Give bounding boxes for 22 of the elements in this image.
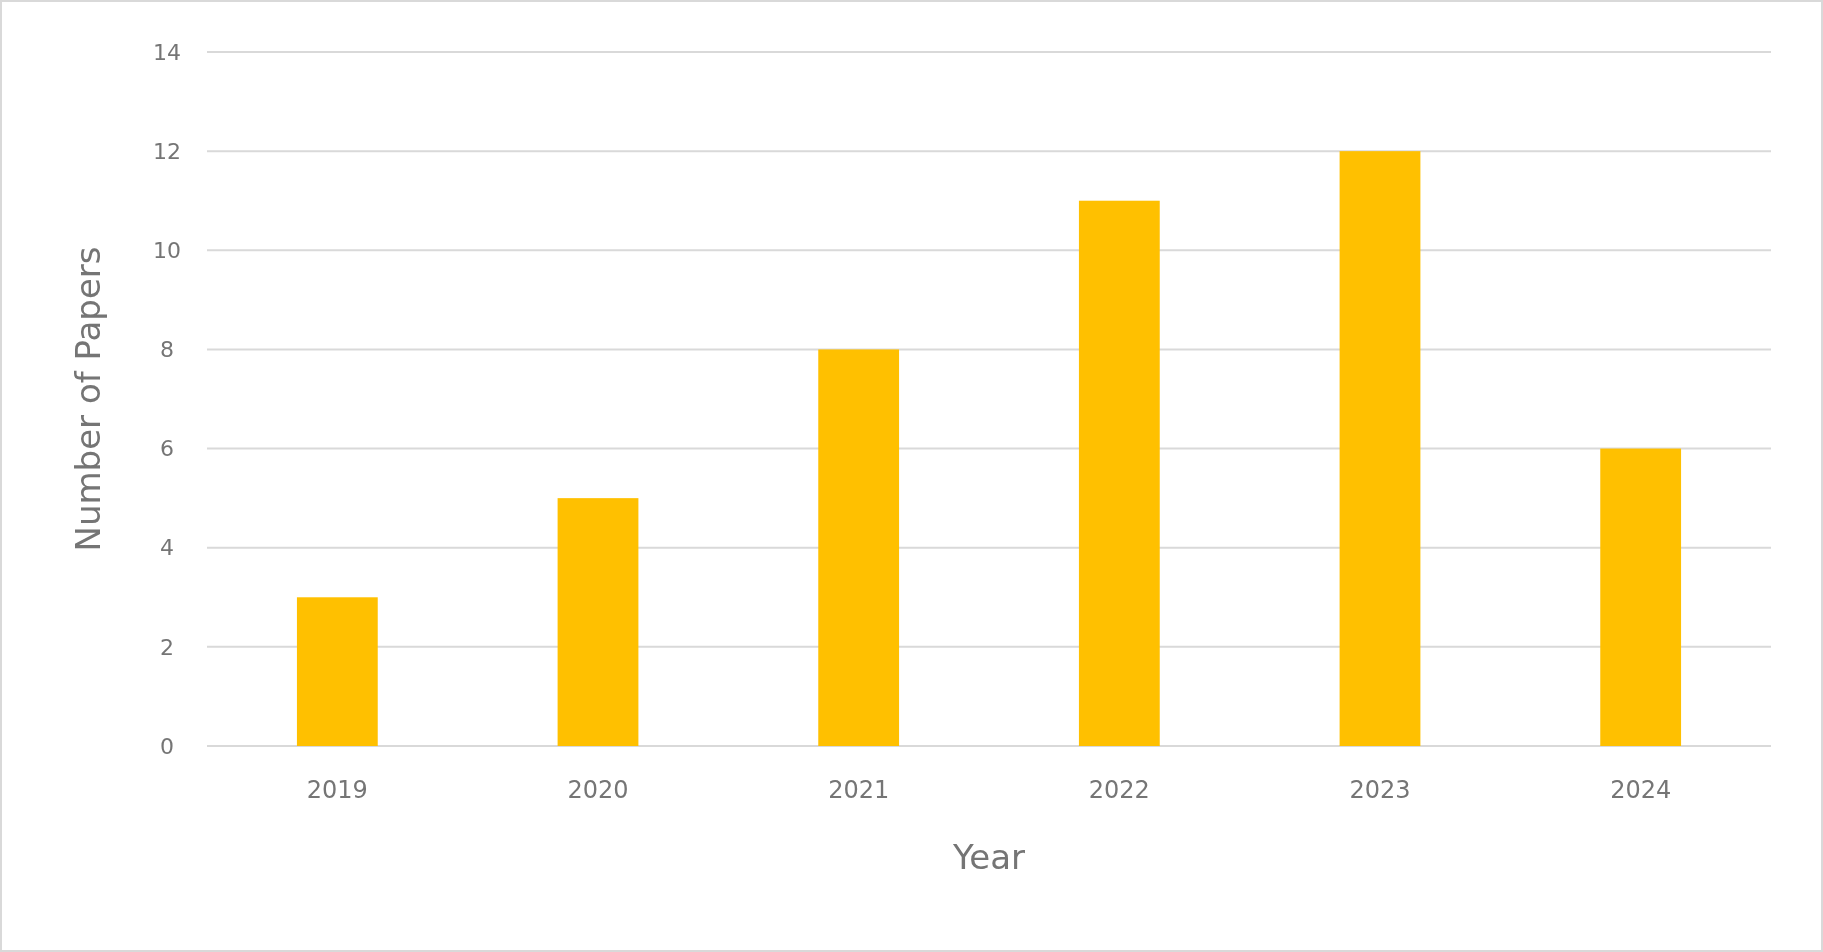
x-axis-title: Year <box>952 837 1026 877</box>
bar <box>557 498 639 746</box>
x-tick-label: 2021 <box>828 776 890 804</box>
bar <box>1078 200 1160 746</box>
y-tick-label: 0 <box>160 733 174 759</box>
y-tick-label: 8 <box>160 337 174 363</box>
y-tick-label: 12 <box>153 138 181 164</box>
y-axis-title: Number of Papers <box>68 246 108 552</box>
bar <box>1339 151 1421 746</box>
bar <box>296 597 378 746</box>
x-tick-label: 2023 <box>1349 776 1411 804</box>
bar <box>1600 448 1682 746</box>
y-tick-label: 14 <box>153 39 181 65</box>
bar <box>818 349 900 746</box>
x-tick-label: 2024 <box>1610 776 1672 804</box>
x-tick-label: 2020 <box>567 776 629 804</box>
y-tick-label: 4 <box>160 535 174 561</box>
y-tick-label: 2 <box>160 634 174 660</box>
y-tick-label: 10 <box>153 237 181 263</box>
y-tick-label: 6 <box>160 436 174 462</box>
x-tick-label: 2022 <box>1088 776 1150 804</box>
x-tick-label: 2019 <box>306 776 368 804</box>
